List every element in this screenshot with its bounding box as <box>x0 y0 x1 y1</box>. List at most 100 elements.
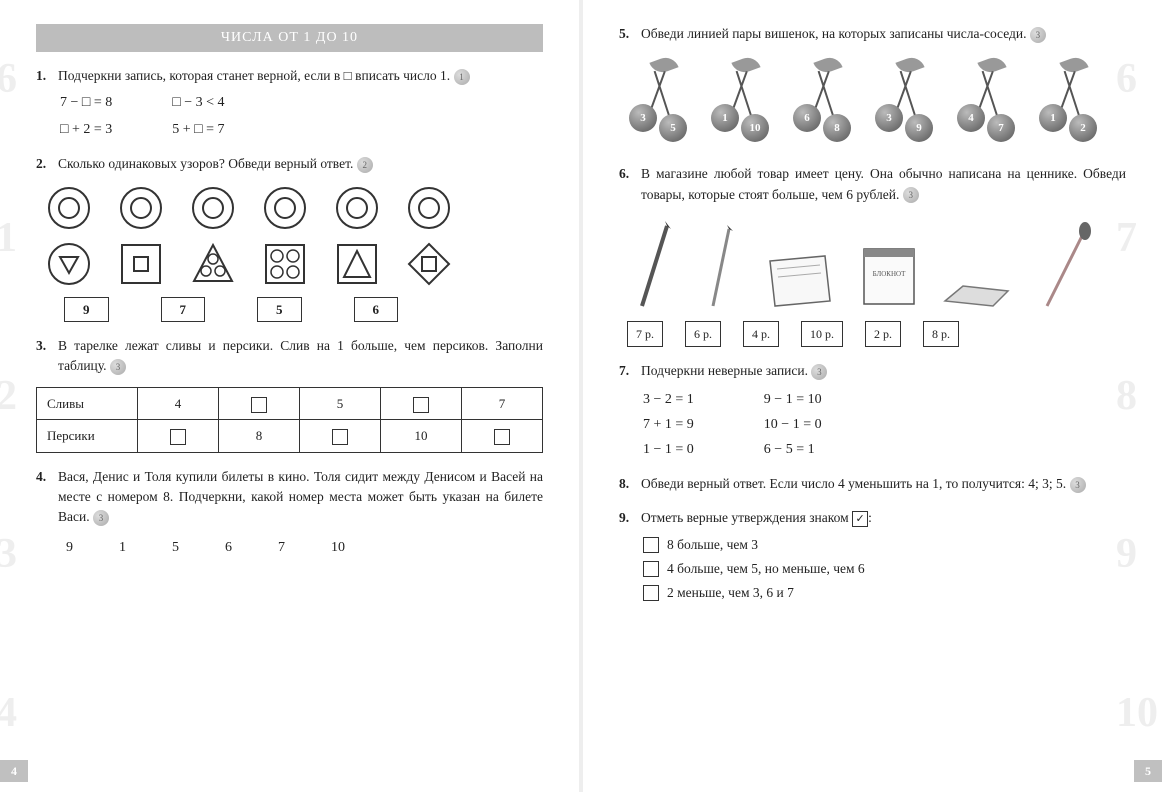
ring-icon <box>334 185 380 231</box>
check-row: 2 меньше, чем 3, 6 и 7 <box>643 583 1126 603</box>
apple-icon: 1 <box>454 69 470 85</box>
fruits-table: Сливы 4 5 7 Персики 8 10 <box>36 387 543 453</box>
task-text: В магазине любой товар имеет цену. Она о… <box>641 164 1126 205</box>
cherry-pair: 68 <box>791 58 853 146</box>
cherry-icon: 2 <box>1069 114 1097 142</box>
blank-box-icon <box>413 397 429 413</box>
equation: □ − 3 < 4 <box>172 92 224 113</box>
task-text: Обведи линией пары вишенок, на которых з… <box>641 24 1126 44</box>
equation: 6 − 5 = 1 <box>764 439 822 460</box>
seat-num: 9 <box>66 537 73 558</box>
row-label: Сливы <box>37 387 138 420</box>
price-box: 4 р. <box>743 321 779 347</box>
table-cell <box>381 387 462 420</box>
cherry-pair: 35 <box>627 58 689 146</box>
pen-icon <box>627 221 677 311</box>
apple-icon: 3 <box>811 364 827 380</box>
stem-icon <box>896 71 911 109</box>
task-8: 8. Обведи верный ответ. Если число 4 уме… <box>619 474 1126 494</box>
task-num: 8. <box>619 474 641 494</box>
task-7: 7. Подчеркни неверные записи. 3 3 − 2 = … <box>619 361 1126 460</box>
notebook-icon <box>765 251 835 311</box>
table-cell: 4 <box>138 387 219 420</box>
task-8-text: Обведи верный ответ. Если число 4 уменьш… <box>641 476 1066 491</box>
seat-num: 1 <box>119 537 126 558</box>
ring-icon <box>118 185 164 231</box>
task-3-text: В тарелке лежат сливы и персики. Слив на… <box>58 338 543 373</box>
price-box: 10 р. <box>801 321 843 347</box>
stem-icon <box>978 71 993 109</box>
cherry-icon: 8 <box>823 114 851 142</box>
task-7-text: Подчеркни неверные записи. <box>641 363 808 378</box>
equation-col: 9 − 1 = 10 10 − 1 = 0 6 − 5 = 1 <box>764 389 822 460</box>
task-num: 7. <box>619 361 641 381</box>
cherry-icon: 3 <box>629 104 657 132</box>
equation: 10 − 1 = 0 <box>764 414 822 435</box>
shop-items: БЛОКНОТ <box>627 221 1126 311</box>
task-text: Подчеркни неверные записи. 3 <box>641 361 1126 381</box>
cherry-icon: 5 <box>659 114 687 142</box>
answer-box: 9 <box>64 297 109 323</box>
apple-icon: 3 <box>93 510 109 526</box>
task-9-text: Отметь верные утверждения знаком <box>641 510 849 525</box>
price-boxes: 7 р. 6 р. 4 р. 10 р. 2 р. 8 р. <box>627 321 1126 347</box>
equation: □ + 2 = 3 <box>60 119 112 140</box>
seat-num: 10 <box>331 537 345 558</box>
task-num: 1. <box>36 66 58 86</box>
seat-num: 7 <box>278 537 285 558</box>
chapter-header: ЧИСЛА ОТ 1 ДО 10 <box>36 24 543 52</box>
cherry-icon: 6 <box>793 104 821 132</box>
task-5: 5. Обведи линией пары вишенок, на которы… <box>619 24 1126 146</box>
equation-col: 3 − 2 = 1 7 + 1 = 9 1 − 1 = 0 <box>643 389 694 460</box>
checkbox-icon <box>643 585 659 601</box>
apple-icon: 3 <box>110 359 126 375</box>
right-page: 5. Обведи линией пары вишенок, на которы… <box>581 0 1162 792</box>
apple-icon: 2 <box>357 157 373 173</box>
ring-icon <box>262 185 308 231</box>
equation-row: □ + 2 = 3 5 + □ = 7 <box>60 119 543 140</box>
answer-box: 7 <box>161 297 206 323</box>
blank-box-icon <box>170 429 186 445</box>
seat-numbers: 9 1 5 6 7 10 <box>66 537 543 558</box>
equation: 5 + □ = 7 <box>172 119 224 140</box>
cherry-pair: 110 <box>709 58 771 146</box>
equation-grid: 3 − 2 = 1 7 + 1 = 9 1 − 1 = 0 9 − 1 = 10… <box>643 389 1126 460</box>
price-box: 7 р. <box>627 321 663 347</box>
stem-icon <box>732 71 747 109</box>
table-row: Сливы 4 5 7 <box>37 387 543 420</box>
price-box: 8 р. <box>923 321 959 347</box>
table-cell: 10 <box>381 420 462 453</box>
cherry-icon: 10 <box>741 114 769 142</box>
ring-icon <box>190 185 236 231</box>
equation: 9 − 1 = 10 <box>764 389 822 410</box>
table-cell <box>219 387 300 420</box>
cherry-icon: 9 <box>905 114 933 142</box>
equation: 7 + 1 = 9 <box>643 414 694 435</box>
triangle-circles-icon <box>190 241 236 287</box>
cherry-pair: 12 <box>1037 58 1099 146</box>
check-row: 8 больше, чем 3 <box>643 535 1126 555</box>
check-label: 8 больше, чем 3 <box>667 535 758 555</box>
row-label: Персики <box>37 420 138 453</box>
task-text: Отметь верные утверждения знаком ✓: <box>641 508 1126 528</box>
task-1-text: Подчеркни запись, которая станет верной,… <box>58 68 450 83</box>
check-row: 4 больше, чем 5, но меньше, чем 6 <box>643 559 1126 579</box>
task-5-text: Обведи линией пары вишенок, на которых з… <box>641 26 1027 41</box>
task-text: Обведи верный ответ. Если число 4 уменьш… <box>641 474 1126 494</box>
price-box: 2 р. <box>865 321 901 347</box>
page-number: 5 <box>1134 760 1162 782</box>
cherry-icon: 1 <box>1039 104 1067 132</box>
cherry-icon: 3 <box>875 104 903 132</box>
pattern-row-1 <box>46 185 543 231</box>
brush-icon <box>1037 221 1097 311</box>
equation: 7 − □ = 8 <box>60 92 112 113</box>
task-text: В тарелке лежат сливы и персики. Слив на… <box>58 336 543 377</box>
task-9: 9. Отметь верные утверждения знаком ✓: 8… <box>619 508 1126 603</box>
table-cell: 7 <box>462 387 543 420</box>
diamond-square-icon <box>406 241 452 287</box>
stem-icon <box>1060 71 1075 109</box>
task-num: 9. <box>619 508 641 528</box>
task-num: 4. <box>36 467 58 528</box>
task-text: Подчеркни запись, которая станет верной,… <box>58 66 543 86</box>
page-number: 4 <box>0 760 28 782</box>
